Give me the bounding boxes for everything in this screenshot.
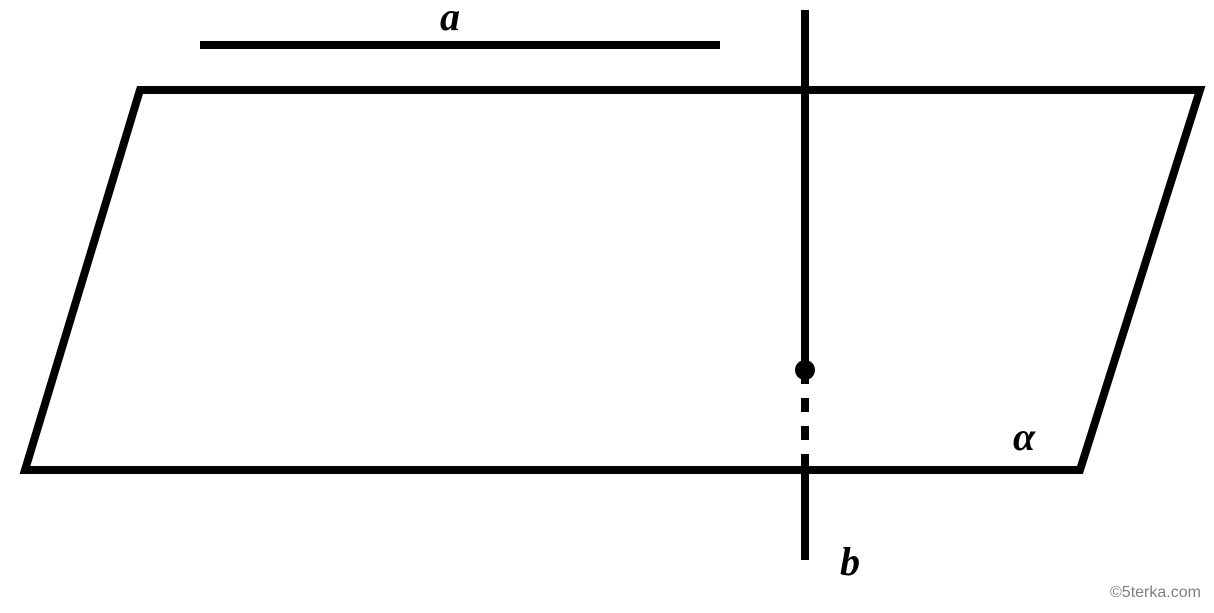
- line-b-label: b: [840, 539, 860, 584]
- plane-alpha-label: α: [1013, 414, 1036, 459]
- plane-alpha: [25, 90, 1200, 470]
- watermark: ©5terka.com: [1110, 584, 1201, 602]
- line-a-label: a: [440, 0, 460, 39]
- intersection-point: [795, 360, 815, 380]
- geometry-diagram: a b α: [0, 0, 1214, 613]
